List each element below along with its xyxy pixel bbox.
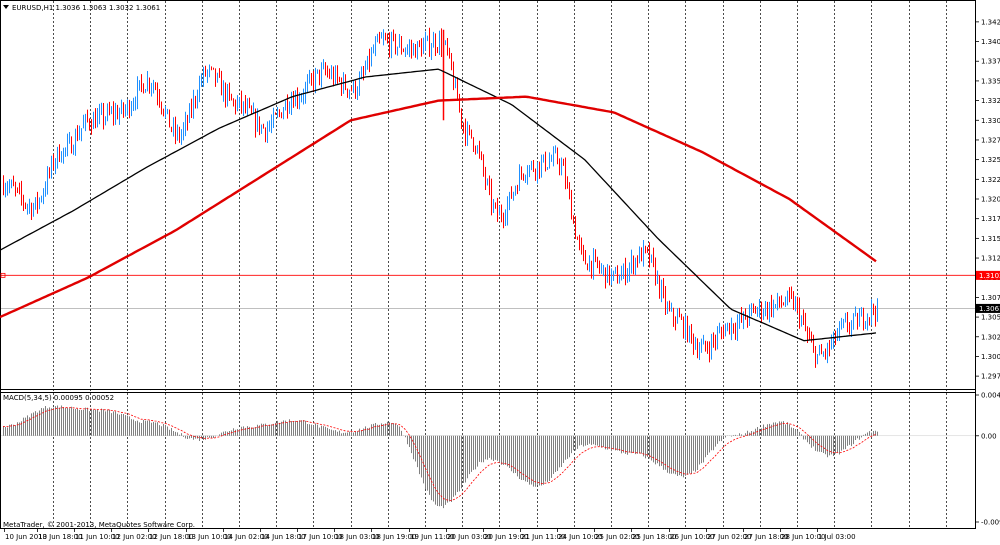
price-tick-label: 1.3425 [981, 18, 1000, 26]
price-tick-label: 1.3175 [981, 215, 1000, 223]
price-tick-label: 1.3400 [981, 38, 1000, 46]
macd-signal-line [2, 407, 878, 501]
macd-tick-label: -0.00943 [981, 519, 1000, 527]
symbol-ohlc-header: EURUSD,H1 1.3036 1.3063 1.3032 1.3061 [12, 4, 160, 12]
bid-price-tag-bg [976, 303, 1000, 313]
price-tick-label: 1.3050 [981, 314, 1000, 322]
time-tick-label: 1 Jul 03:00 [818, 533, 856, 541]
price-tick-label: 1.3075 [981, 294, 1000, 302]
ma-slow-line [0, 95, 877, 319]
price-tick-label: 1.3275 [981, 136, 1000, 144]
price-tick-label: 1.3300 [981, 117, 1000, 125]
macd-indicator [1, 405, 975, 509]
time-tick-label: 28 Jun 10:00 [781, 533, 825, 541]
time-tick-label: 10 Jun 18:00 [38, 533, 82, 541]
dropdown-triangle-icon[interactable] [3, 5, 9, 9]
price-tick-label: 1.2975 [981, 373, 1000, 381]
macd-tick-label: 0.00 [981, 432, 997, 440]
price-axis: 1.3425 1.3400 1.3375 1.3350 1.3325 1.3300 1.32… [975, 18, 1000, 527]
time-tick-label: 11 Jun 10:00 [75, 533, 119, 541]
time-tick-label: 27 Jun 02:00 [707, 533, 751, 541]
time-tick-label: 10 Jun 2013 [5, 533, 47, 541]
macd-header: MACD(5,34,5) 0.00095 0.00052 [3, 394, 114, 402]
hline-price-tag: 1.3103 [979, 272, 1000, 280]
copyright-text: MetaTrader, © 2001-2013, MetaQuotes Soft… [3, 521, 195, 529]
time-tick-label: 19 Jun 11:00 [410, 533, 454, 541]
price-tick-label: 1.3200 [981, 196, 1000, 204]
price-tick-label: 1.3225 [981, 176, 1000, 184]
price-tick-label: 1.3000 [981, 353, 1000, 361]
time-tick-label: 18 Jun 19:00 [372, 533, 416, 541]
price-tick-label: 1.3150 [981, 235, 1000, 243]
hline-handle [0, 272, 6, 278]
price-tick-label: 1.3250 [981, 156, 1000, 164]
price-tick-label: 1.3350 [981, 77, 1000, 85]
time-tick-label: 17 Jun 10:00 [298, 533, 342, 541]
horizontal-line-1.3103[interactable] [0, 272, 975, 309]
hline-price-tag-bg [976, 270, 1000, 280]
time-tick-label: 25 Jun 02:00 [595, 533, 639, 541]
time-tick-label: 21 Jun 11:00 [521, 533, 565, 541]
time-tick-label: 12 Jun 02:00 [112, 533, 156, 541]
time-tick-label: 24 Jun 10:00 [558, 533, 602, 541]
moving-averages [0, 68, 877, 342]
time-tick-label: 13 Jun 10:00 [187, 533, 231, 541]
price-tick-label: 1.3325 [981, 97, 1000, 105]
time-tick-label: 25 Jun 18:00 [632, 533, 676, 541]
price-tick-label: 1.3125 [981, 255, 1000, 263]
ma-fast-line [0, 68, 877, 342]
bid-price-tag: 1.3061 [979, 305, 1000, 313]
time-tick-label: 20 Jun 03:00 [447, 533, 491, 541]
price-tick-label: 1.3375 [981, 58, 1000, 66]
time-tick-label: 12 Jun 18:00 [149, 533, 193, 541]
time-tick-label: 26 Jun 10:00 [670, 533, 714, 541]
macd-tick-label: 0.00446 [981, 392, 1000, 400]
time-tick-label: 14 Jun 02:00 [224, 533, 268, 541]
time-tick-label: 20 Jun 19:00 [484, 533, 528, 541]
time-tick-label: 18 Jun 03:00 [335, 533, 379, 541]
time-tick-label: 14 Jun 18:00 [261, 533, 305, 541]
price-tick-label: 1.3025 [981, 333, 1000, 341]
time-tick-label: 27 Jun 18:00 [744, 533, 788, 541]
